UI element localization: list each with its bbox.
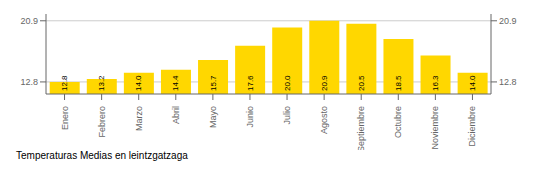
svg-text:Enero: Enero	[60, 106, 70, 130]
svg-text:20.9: 20.9	[499, 16, 517, 26]
svg-text:15.7: 15.7	[209, 75, 218, 91]
svg-text:13.2: 13.2	[97, 75, 106, 91]
svg-text:Abril: Abril	[171, 106, 181, 124]
svg-text:14.0: 14.0	[468, 75, 477, 91]
svg-text:Julio: Julio	[282, 106, 292, 125]
svg-text:12.8: 12.8	[499, 77, 517, 87]
svg-text:16.3: 16.3	[431, 75, 440, 91]
svg-text:Junio: Junio	[245, 106, 255, 128]
svg-text:Marzo: Marzo	[134, 106, 144, 131]
svg-text:17.6: 17.6	[246, 75, 255, 91]
svg-text:Diciembre: Diciembre	[467, 106, 477, 147]
svg-text:Febrero: Febrero	[97, 106, 107, 138]
svg-text:Septiembre: Septiembre	[356, 106, 366, 150]
svg-text:20.9: 20.9	[20, 16, 38, 26]
svg-text:20.9: 20.9	[320, 75, 329, 91]
html-text:Temperaturas Medias en leintzg: Temperaturas Medias en leintzgatzaga	[16, 150, 188, 161]
svg-text:12.8: 12.8	[20, 77, 38, 87]
svg-text:Agosto: Agosto	[319, 106, 329, 134]
svg-text:Mayo: Mayo	[208, 106, 218, 128]
svg-text:Octubre: Octubre	[393, 106, 403, 138]
svg-text:18.5: 18.5	[394, 75, 403, 91]
svg-text:Noviembre: Noviembre	[430, 106, 440, 150]
svg-text:14.4: 14.4	[171, 75, 180, 91]
svg-text:20.0: 20.0	[283, 75, 292, 91]
svg-text:14.0: 14.0	[134, 75, 143, 91]
svg-text:20.5: 20.5	[357, 75, 366, 91]
svg-text:12.8: 12.8	[60, 75, 69, 91]
